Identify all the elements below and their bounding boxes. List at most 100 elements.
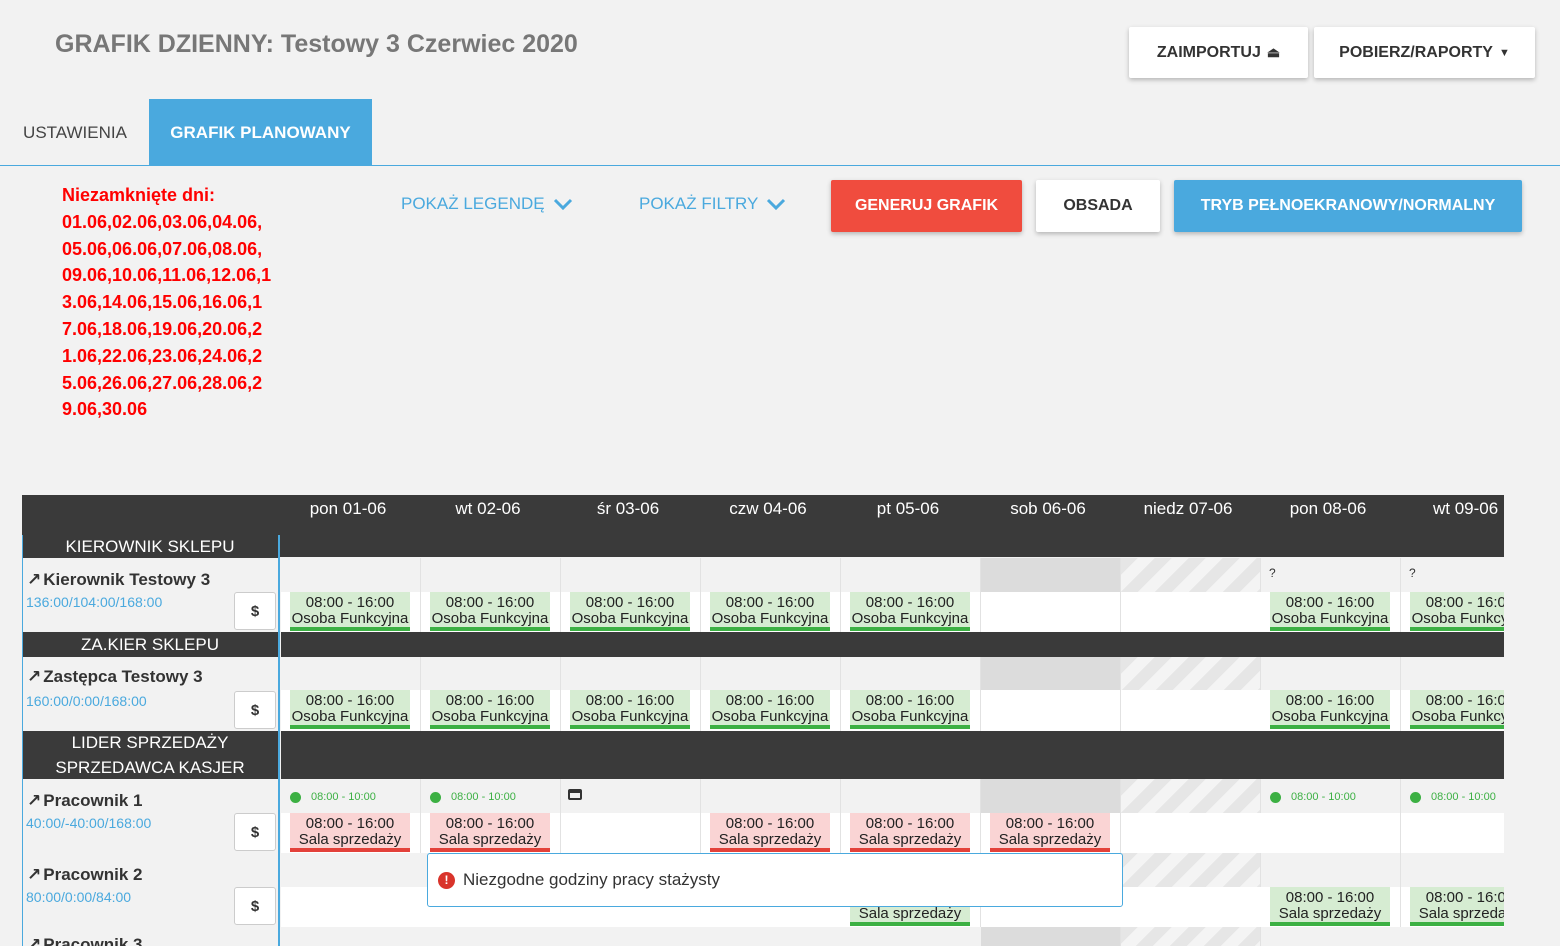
import-button[interactable]: ZAIMPORTUJ ⏏ [1129, 27, 1308, 78]
day-header: wt 02-06 [455, 499, 521, 518]
external-link-icon[interactable]: ↗ [27, 791, 42, 810]
day-cell-saturday[interactable] [981, 657, 1121, 731]
employee-name-text: Kierownik Testowy 3 [43, 570, 211, 589]
day-cell[interactable] [561, 779, 701, 853]
day-header: pon 08-06 [1289, 499, 1367, 518]
employee-hours: 160:00/0:00/168:00 [26, 693, 147, 709]
shift-role: Sala sprzedaży [298, 830, 402, 848]
employee-name[interactable]: ↗ Kierownik Testowy 3 [27, 570, 210, 590]
external-link-icon[interactable]: ↗ [27, 935, 42, 946]
day-cell[interactable]: 08:00 - 10:00 08:00 - 16:00 Sala sprzedaży [421, 779, 561, 853]
reports-label: POBIERZ/RAPORTY [1339, 43, 1493, 61]
wage-button[interactable]: $ [234, 887, 276, 925]
day-cell-sunday [1121, 558, 1261, 592]
day-header: pt 05-06 [876, 499, 940, 518]
shift-time: 08:00 - 16:00 [305, 692, 395, 709]
tab-planned-schedule[interactable]: GRAFIK PLANOWANY [149, 99, 372, 166]
employee-name-text: Pracownik 3 [43, 935, 143, 946]
external-link-icon[interactable]: ↗ [27, 570, 42, 589]
day-cell-saturday[interactable]: 08:00 - 16:00 Sala sprzedaży [981, 779, 1121, 853]
generate-schedule-button[interactable]: GENERUJ GRAFIK [831, 180, 1022, 232]
shift-role: Sala sprzedaży [1418, 904, 1504, 922]
shift-role: Osoba Funkcyjna [571, 707, 689, 725]
employee-name[interactable]: ↗ Zastępca Testowy 3 [27, 667, 203, 687]
day-cell[interactable]: 08:00 - 10:00 [1401, 779, 1504, 853]
day-cell-saturday[interactable] [981, 927, 1121, 946]
employee-hours: 80:00/0:00/84:00 [26, 889, 132, 905]
row-top-strip [281, 558, 1504, 592]
tab-settings[interactable]: USTAWIENIA [23, 122, 127, 142]
staffing-button[interactable]: OBSADA [1036, 180, 1160, 232]
show-legend-toggle[interactable]: POKAŻ LEGENDĘ [401, 194, 573, 214]
wage-button[interactable]: $ [234, 813, 276, 851]
employee-name[interactable]: ↗ Pracownik 1 [27, 791, 142, 811]
day-cell[interactable]: 08:00 - 10:00 [1261, 779, 1401, 853]
tab-bar: USTAWIENIA GRAFIK PLANOWANY [0, 99, 1560, 166]
day-header: wt 09-06 [1433, 499, 1499, 518]
unclosed-days-label: Niezamknięte dni: [62, 185, 216, 205]
show-filters-toggle[interactable]: POKAŻ FILTRY [639, 194, 786, 214]
shift-role: Osoba Funkcyjna [851, 609, 969, 627]
row-cells: 08:00 - 16:00 Osoba Funkcyjna 08:00 - 16:… [281, 558, 1504, 632]
availability: 08:00 - 10:00 [430, 791, 516, 803]
shift-time: 08:00 - 16:00 [445, 692, 535, 709]
wage-button[interactable]: $ [234, 592, 276, 630]
exclamation-circle-icon: ! [438, 871, 455, 889]
day-cell-saturday[interactable] [981, 558, 1121, 632]
shift-time: 08:00 - 16:00 [865, 692, 955, 709]
shift-role: Osoba Funkcyjna [291, 707, 409, 725]
warning-tooltip: ! Niezgodne godziny pracy stażysty [427, 853, 1123, 907]
show-filters-label: POKAŻ FILTRY [639, 194, 759, 213]
external-link-icon[interactable]: ↗ [27, 667, 42, 686]
available-dot-icon [1410, 791, 1421, 803]
employee-name[interactable]: ↗ Pracownik 2 [27, 865, 142, 885]
unknown-availability-icon: ? [1409, 566, 1416, 580]
fullscreen-toggle-button[interactable]: TRYB PEŁNOEKRANOWY/NORMALNY [1174, 180, 1522, 232]
day-cell[interactable]: 08:00 - 10:00 08:00 - 16:00 Sala sprzedaży [281, 779, 421, 853]
shift-role: Sala sprzedaży [718, 830, 822, 848]
employee-name[interactable]: ↗ Pracownik 3 [27, 935, 142, 946]
wage-button[interactable]: $ [234, 691, 276, 729]
reports-button[interactable]: POBIERZ/RAPORTY ▼ [1314, 27, 1535, 78]
external-link-icon[interactable]: ↗ [27, 865, 42, 884]
